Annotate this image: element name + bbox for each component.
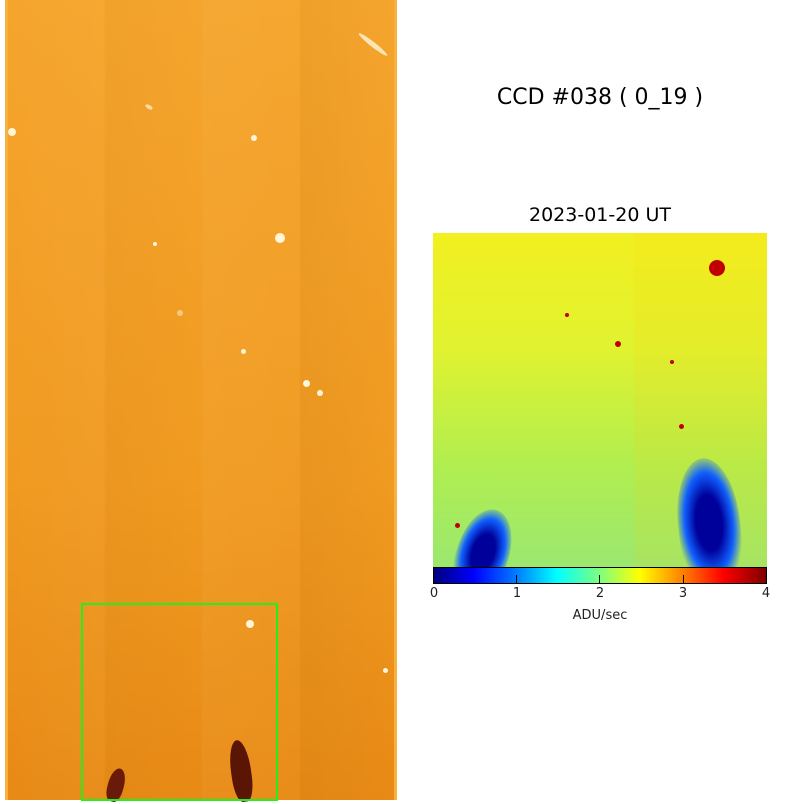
- star: [8, 128, 16, 136]
- galaxy: [357, 31, 389, 58]
- colorbar-tick: [599, 575, 600, 583]
- zoomed-image: [433, 233, 767, 567]
- star: [615, 341, 621, 347]
- colorbar: [433, 567, 767, 584]
- colorbar-tick-label: 2: [595, 586, 605, 601]
- figure-title: CCD #038 ( 0_19 ): [496, 85, 704, 110]
- star: [565, 313, 569, 317]
- colorbar-tick-label: 0: [429, 586, 439, 601]
- colorbar-tick: [516, 575, 517, 583]
- zoom-region-box: [81, 603, 278, 801]
- star: [679, 424, 684, 429]
- star: [670, 360, 674, 364]
- star: [383, 668, 388, 673]
- colorbar-tick-label: 1: [512, 586, 522, 601]
- dark-artifact: [671, 455, 747, 567]
- star: [275, 233, 285, 243]
- colorbar-tick-label: 4: [761, 586, 771, 601]
- galaxy: [144, 103, 154, 111]
- colorbar-label: ADU/sec: [572, 608, 628, 623]
- ccd-edge: [5, 0, 8, 800]
- ccd-full-image: [5, 0, 397, 804]
- ccd-edge: [394, 0, 397, 800]
- colorbar-tick: [683, 575, 684, 583]
- star: [317, 390, 323, 396]
- star: [246, 620, 254, 628]
- galaxy: [177, 310, 183, 316]
- colorbar-tick-label: 3: [678, 586, 688, 601]
- star: [251, 135, 257, 141]
- date-label: 2023-01-20 UT: [529, 204, 671, 226]
- star: [241, 349, 246, 354]
- star: [455, 523, 460, 528]
- star: [303, 380, 310, 387]
- dark-artifact: [444, 502, 522, 567]
- star: [709, 260, 725, 276]
- star: [153, 242, 157, 246]
